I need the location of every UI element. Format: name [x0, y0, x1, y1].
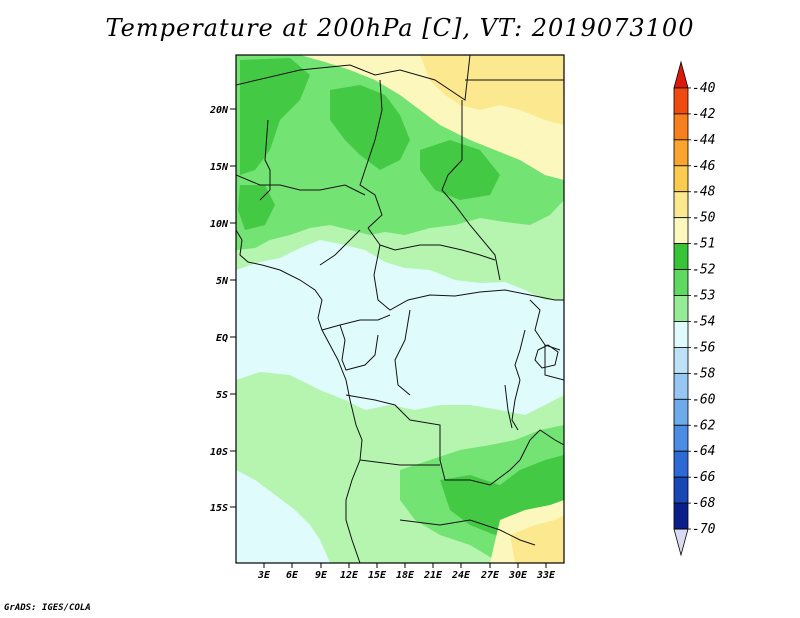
colorbar-swatch — [673, 243, 689, 270]
lat-tick-label: 20N — [209, 105, 229, 116]
region-minus54-southwest — [236, 470, 330, 563]
lat-labels: 20N 15N 10N 5N EQ 5S 10S 15S — [209, 105, 229, 514]
colorbar-swatch — [673, 347, 689, 374]
border-south-a — [345, 394, 521, 486]
colorbar-label: -51 — [692, 237, 715, 252]
border-mid-c — [319, 229, 361, 266]
lat-tick-label: 10N — [210, 219, 229, 230]
lon-tick-label: 27E — [480, 570, 500, 581]
border-east-lakes — [504, 379, 521, 431]
region-minus51-north-d — [238, 185, 275, 230]
lon-tick-label: 15E — [368, 570, 387, 581]
border-mid-d — [373, 244, 564, 311]
colorbar-swatch — [673, 424, 689, 452]
colorbar-label: -44 — [692, 133, 715, 148]
lake-victoria — [534, 344, 559, 369]
colorbar-swatch — [673, 398, 689, 426]
lon-tick-label: 18E — [396, 570, 415, 581]
colorbar-label: -64 — [692, 444, 715, 459]
colorbar-swatch — [673, 372, 689, 400]
colorbar-swatch — [673, 502, 689, 530]
lat-tick-label: EQ — [216, 333, 228, 344]
border-south-d — [399, 519, 536, 546]
colorbar-label: -66 — [692, 470, 716, 485]
colorbar-label: -42 — [692, 107, 716, 122]
map-title: Temperature at 200hPa [C], VT: 201907310… — [105, 14, 695, 42]
colorbar-swatch — [673, 87, 689, 115]
colorbar-label: -70 — [692, 522, 716, 537]
colorbar-swatch — [673, 476, 689, 504]
lon-tick-label: 6E — [286, 570, 299, 581]
colorbar-label: -40 — [692, 81, 716, 96]
colorbar-label: -53 — [692, 289, 715, 304]
region-minus51-north-c — [420, 140, 500, 200]
colorbar-swatch — [673, 269, 689, 296]
border-south-b — [359, 459, 440, 466]
region-minus48-north — [420, 55, 564, 125]
region-minus51-north-b — [330, 85, 410, 170]
temperature-field — [236, 55, 564, 563]
colorbar-label: -62 — [692, 418, 716, 433]
lon-tick-label: 21E — [423, 570, 443, 581]
lon-tick-label: 9E — [315, 570, 328, 581]
colorbar-swatch — [673, 321, 689, 348]
border-central-b — [339, 324, 379, 371]
border-central-c — [394, 309, 411, 396]
lon-tick-label: 30E — [508, 570, 528, 581]
colorbar-arrow-bottom — [673, 528, 689, 557]
colorbar-swatch — [673, 113, 689, 141]
lat-tick-label: 15N — [210, 162, 229, 173]
colorbar-swatch — [673, 450, 689, 478]
lat-tick-label: 10S — [210, 447, 228, 458]
colorbar-label: -68 — [692, 496, 716, 511]
lat-axis — [230, 108, 236, 508]
colorbar-label: -56 — [692, 340, 716, 355]
colorbar-swatch — [673, 217, 689, 245]
lon-tick-label: 3E — [257, 570, 271, 581]
border-central-a — [321, 314, 391, 331]
colorbar-label: -52 — [692, 263, 716, 278]
colorbar-swatch — [673, 191, 689, 219]
coastline-west-africa — [236, 229, 363, 563]
border-north-d — [441, 100, 501, 281]
border-north-c — [359, 79, 383, 229]
lon-axis — [263, 563, 547, 568]
colorbar-label: -60 — [692, 392, 716, 407]
border-mid-a — [236, 174, 366, 196]
colorbar-swatch — [673, 295, 689, 322]
lat-tick-label: 5S — [216, 390, 228, 401]
colorbar-label: -48 — [692, 185, 716, 200]
border-north-b — [259, 119, 271, 201]
colorbar-label: -50 — [692, 211, 716, 226]
lon-tick-label: 24E — [451, 570, 471, 581]
lat-tick-label: 5N — [216, 276, 229, 287]
border-east-c — [514, 329, 526, 381]
colorbar: -40 -42 -44 -46 -48 -50 -51 -52 -53 -54 -56 -58 -60 -… — [673, 60, 716, 557]
border-south-c — [519, 429, 564, 461]
region-minus48-south — [510, 515, 564, 563]
lon-labels: 3E 6E 9E 12E 15E 18E 21E 24E 27E 30E 33E — [257, 570, 556, 581]
colorbar-swatch — [673, 165, 689, 193]
map-frame — [235, 54, 565, 564]
colorbar-label: -54 — [692, 314, 715, 329]
lon-tick-label: 33E — [536, 570, 556, 581]
colorbar-arrow-top — [673, 60, 689, 89]
border-east-b — [544, 345, 564, 381]
border-north-a — [236, 55, 471, 101]
lon-tick-label: 12E — [340, 570, 359, 581]
credit-label: GrADS: IGES/COLA — [4, 603, 91, 613]
colorbar-label: -58 — [692, 366, 716, 381]
border-mid-b — [367, 227, 496, 261]
region-minus51-north-a — [240, 58, 310, 175]
colorbar-label: -46 — [692, 159, 716, 174]
borders — [236, 55, 564, 563]
colorbar-swatch — [673, 139, 689, 167]
lat-tick-label: 15S — [210, 503, 228, 514]
